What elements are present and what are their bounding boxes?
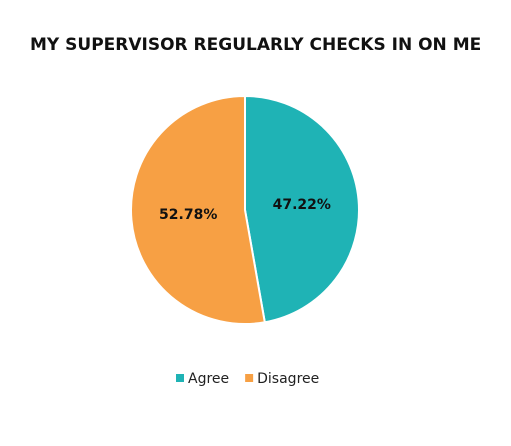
- value-label: 52.78%: [159, 207, 217, 223]
- pie-slice: [130, 94, 266, 325]
- chart-title: MY SUPERVISOR REGULARLY CHECKS IN ON ME: [30, 35, 481, 55]
- value-label: 47.22%: [273, 197, 331, 213]
- pie-slice: [244, 94, 360, 324]
- legend-swatch: [176, 374, 184, 382]
- legend-swatch: [245, 374, 254, 382]
- legend-label: Disagree: [257, 371, 319, 387]
- legend-label: Agree: [188, 371, 229, 387]
